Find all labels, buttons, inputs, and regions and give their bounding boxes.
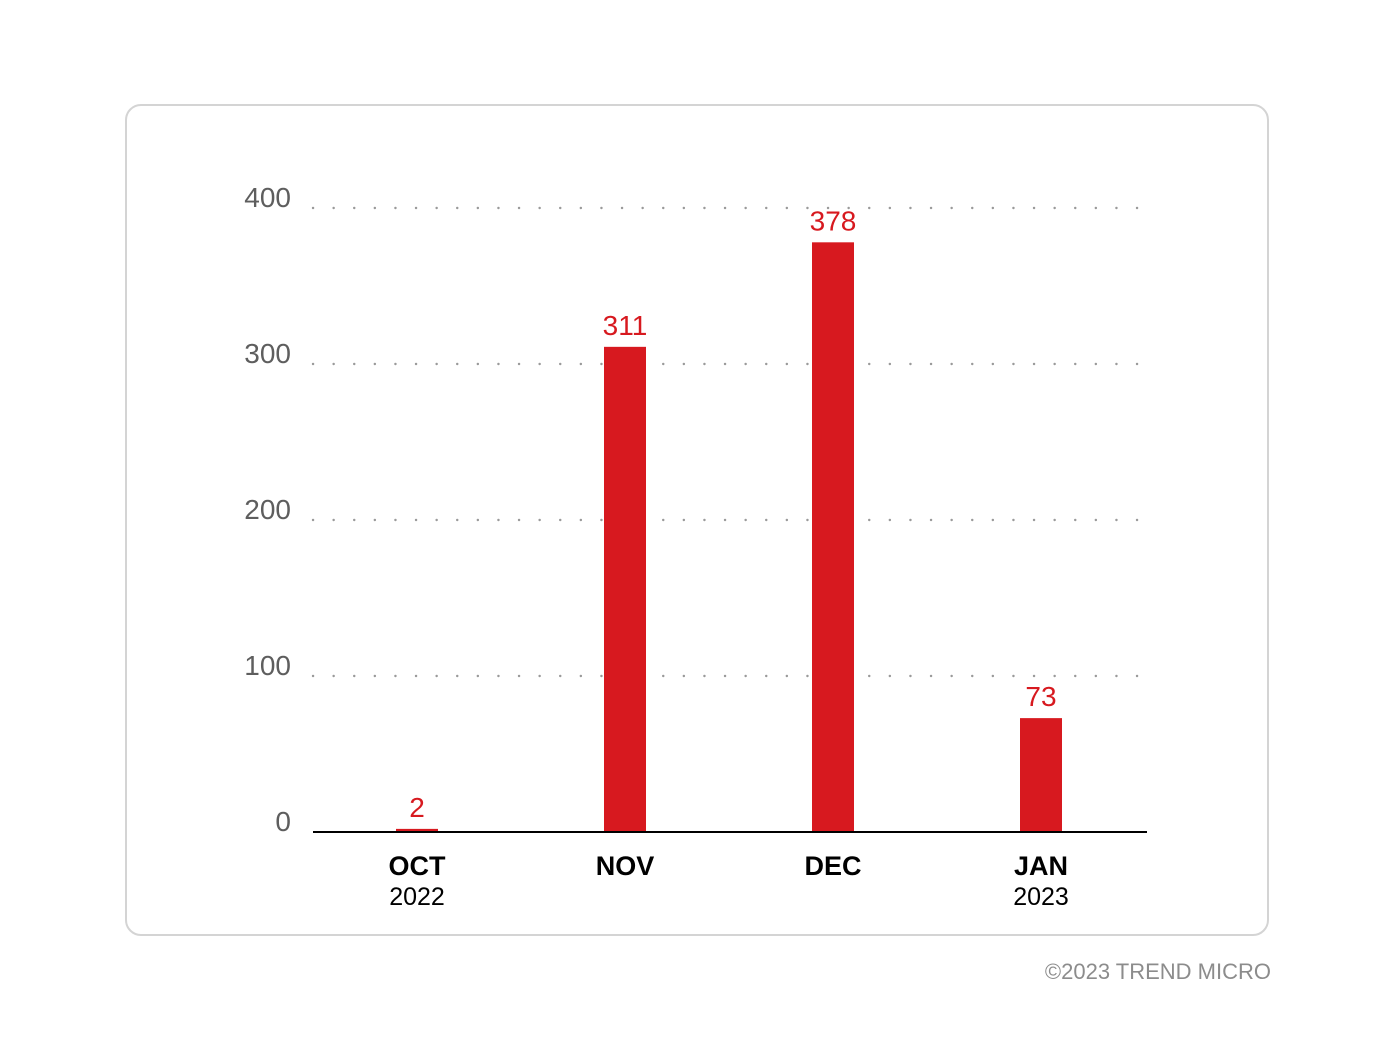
bar-oct bbox=[396, 828, 438, 832]
bar-jan bbox=[1020, 718, 1062, 832]
value-label-nov: 311 bbox=[603, 310, 648, 341]
category-month-oct: OCT bbox=[389, 851, 447, 881]
chart-card bbox=[125, 104, 1269, 936]
value-labels: 2 311 378 73 bbox=[409, 205, 1056, 823]
y-tick-label: 0 bbox=[275, 806, 291, 837]
copyright-footer: ©2023 TREND MICRO bbox=[1044, 959, 1271, 984]
category-month-jan: JAN bbox=[1014, 851, 1068, 881]
category-year-jan: 2023 bbox=[1013, 883, 1069, 911]
y-tick-label: 400 bbox=[244, 182, 291, 213]
y-tick-label: 200 bbox=[244, 494, 291, 525]
grid-lines bbox=[311, 206, 1149, 678]
y-tick-label: 300 bbox=[244, 338, 291, 369]
category-year-oct: 2022 bbox=[389, 883, 445, 911]
category-month-dec: DEC bbox=[804, 851, 861, 881]
bar-dec bbox=[812, 242, 854, 832]
value-label-jan: 73 bbox=[1025, 681, 1056, 712]
value-label-oct: 2 bbox=[409, 792, 425, 823]
y-tick-label: 100 bbox=[244, 650, 291, 681]
y-axis-ticks: 0 100 200 300 400 bbox=[244, 182, 291, 837]
bars bbox=[396, 242, 1062, 832]
category-month-nov: NOV bbox=[596, 851, 655, 881]
value-label-dec: 378 bbox=[810, 205, 857, 236]
bar-nov bbox=[604, 346, 646, 832]
